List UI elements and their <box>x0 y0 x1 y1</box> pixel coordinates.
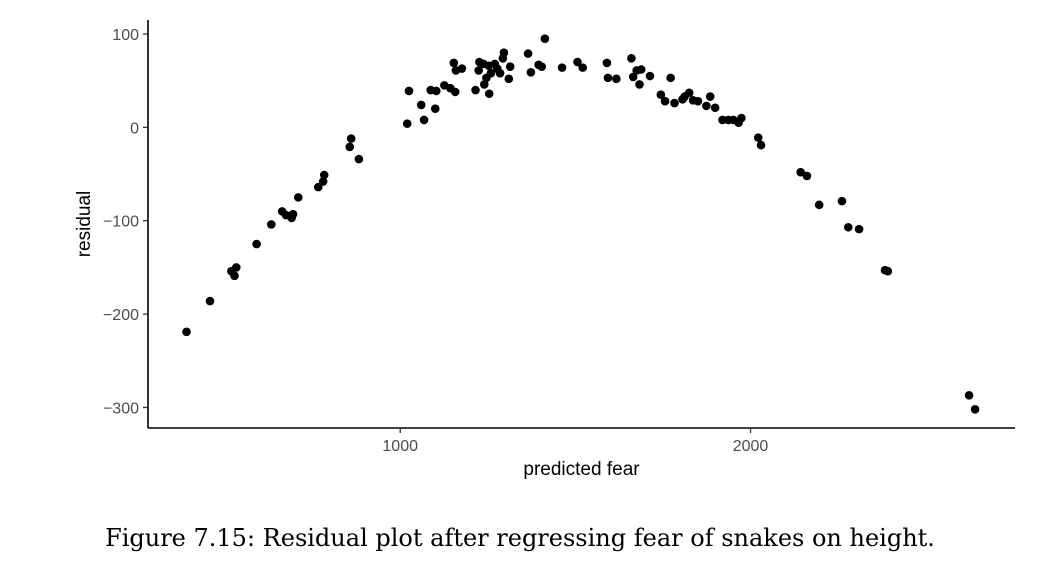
data-point <box>757 141 766 150</box>
data-point <box>965 391 974 400</box>
data-point <box>403 119 412 128</box>
data-point <box>289 210 298 219</box>
y-axis-ticks: 100 0 −100 −200 −300 <box>103 27 148 417</box>
data-point <box>635 80 644 89</box>
data-point <box>417 101 426 110</box>
data-point <box>578 63 587 72</box>
data-points <box>182 34 979 413</box>
data-point <box>646 72 655 81</box>
data-point <box>405 87 414 96</box>
data-point <box>527 68 536 77</box>
data-point <box>844 223 853 232</box>
data-point <box>706 92 715 101</box>
data-point <box>711 103 720 112</box>
data-point <box>450 59 459 68</box>
data-point <box>670 99 679 108</box>
data-point <box>971 405 980 414</box>
data-point <box>294 193 303 202</box>
data-point <box>320 171 329 180</box>
data-point <box>485 89 494 98</box>
data-point <box>505 75 514 84</box>
y-axis-title: residual <box>74 191 95 258</box>
data-point <box>612 75 621 84</box>
data-point <box>432 87 441 96</box>
data-point <box>666 74 675 83</box>
data-point <box>661 97 670 106</box>
data-point <box>230 272 239 281</box>
data-point <box>855 225 864 234</box>
data-point <box>694 97 703 106</box>
data-point <box>232 263 241 272</box>
data-point <box>815 201 824 210</box>
data-point <box>702 102 711 111</box>
figure-caption: Figure 7.15: Residual plot after regress… <box>0 524 1040 552</box>
data-point <box>496 69 505 78</box>
data-point <box>420 116 429 125</box>
data-point <box>803 172 812 181</box>
x-tick-label: 2000 <box>733 438 769 455</box>
data-point <box>524 49 533 58</box>
data-point <box>685 89 694 98</box>
data-point <box>431 104 440 113</box>
data-point <box>603 59 612 68</box>
x-axis-title: predicted fear <box>523 459 640 480</box>
x-tick-label: 1000 <box>382 438 418 455</box>
data-point <box>537 62 546 71</box>
data-point <box>838 197 847 206</box>
data-point <box>451 88 460 97</box>
y-tick-label: −200 <box>103 307 139 324</box>
y-tick-label: −100 <box>103 214 139 231</box>
data-point <box>182 328 191 337</box>
data-point <box>884 267 893 276</box>
data-point <box>355 155 364 164</box>
data-point <box>637 65 646 74</box>
data-point <box>754 133 763 142</box>
x-axis-ticks: 1000 2000 <box>382 428 768 455</box>
data-point <box>627 54 636 63</box>
data-point <box>206 297 215 306</box>
data-point <box>604 74 613 83</box>
data-point <box>345 143 354 152</box>
y-tick-label: 100 <box>112 27 139 44</box>
y-tick-label: −300 <box>103 400 139 417</box>
data-point <box>267 220 276 229</box>
data-point <box>347 134 356 143</box>
data-point <box>506 62 515 71</box>
data-point <box>458 64 467 73</box>
data-point <box>252 240 261 249</box>
data-point <box>471 86 480 95</box>
residual-scatter-chart: 1000 2000 1000−100−200−300 predicted fear… <box>0 0 1040 500</box>
data-point <box>500 48 509 57</box>
data-point <box>737 114 746 123</box>
y-tick-label: 0 <box>130 120 139 137</box>
data-point <box>541 34 550 43</box>
data-point <box>558 63 567 72</box>
